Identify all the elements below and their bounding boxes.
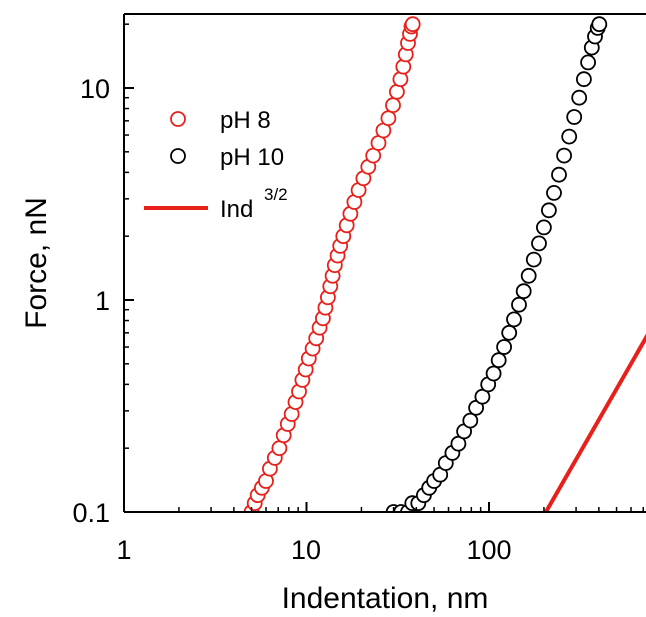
series-layer [243, 16, 646, 512]
legend: pH 8 pH 10 Ind 3/2 [144, 107, 288, 223]
data-point [511, 296, 527, 313]
tick-layer [123, 23, 644, 513]
data-point [566, 109, 583, 125]
data-point [591, 16, 608, 33]
y-tick-label-10: 10 [80, 74, 110, 104]
data-point [571, 89, 588, 106]
series-2 [385, 16, 608, 512]
legend-label-ph10: pH 10 [220, 144, 284, 171]
data-point [501, 324, 518, 341]
data-point [580, 54, 596, 71]
data-point [490, 352, 507, 369]
series-3 [544, 333, 646, 512]
data-point [380, 110, 397, 127]
legend-marker-ph10 [170, 148, 186, 164]
data-point [271, 440, 288, 457]
legend-label-ind: Ind [220, 196, 253, 223]
data-point [520, 267, 537, 284]
x-tick-label-10: 10 [291, 535, 321, 565]
data-point [525, 251, 542, 268]
data-point [515, 283, 532, 300]
data-point [485, 365, 502, 382]
legend-label-ind-superscript: 3/2 [264, 185, 288, 204]
data-point [561, 128, 578, 145]
data-point [576, 71, 592, 88]
y-tick-label-1: 1 [95, 286, 110, 316]
data-point [462, 412, 479, 429]
y-tick-label-0.1: 0.1 [72, 498, 110, 528]
series-1 [243, 16, 421, 512]
x-tick-label-1: 1 [116, 535, 131, 565]
data-point [506, 311, 522, 328]
legend-label-ph8: pH 8 [220, 107, 271, 134]
x-tick-label-100: 100 [466, 535, 511, 565]
data-point [385, 97, 401, 114]
data-point [551, 166, 567, 183]
x-axis-title: Indentation, nm [282, 582, 489, 615]
data-point [556, 147, 572, 164]
data-point [546, 184, 562, 201]
legend-marker-ph8 [170, 111, 186, 127]
y-axis-title: Force, nN [20, 197, 53, 329]
data-point [496, 339, 513, 355]
data-point [541, 202, 557, 219]
series-line [544, 333, 646, 512]
data-point [404, 16, 421, 33]
data-point [536, 219, 552, 236]
data-point [531, 235, 547, 252]
